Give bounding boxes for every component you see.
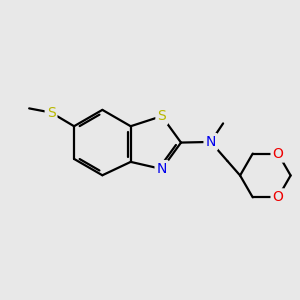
Text: N: N [157, 162, 167, 176]
Text: O: O [272, 190, 284, 204]
Text: N: N [206, 135, 216, 149]
Text: S: S [158, 109, 166, 123]
Text: S: S [47, 106, 56, 119]
Text: O: O [272, 147, 284, 160]
